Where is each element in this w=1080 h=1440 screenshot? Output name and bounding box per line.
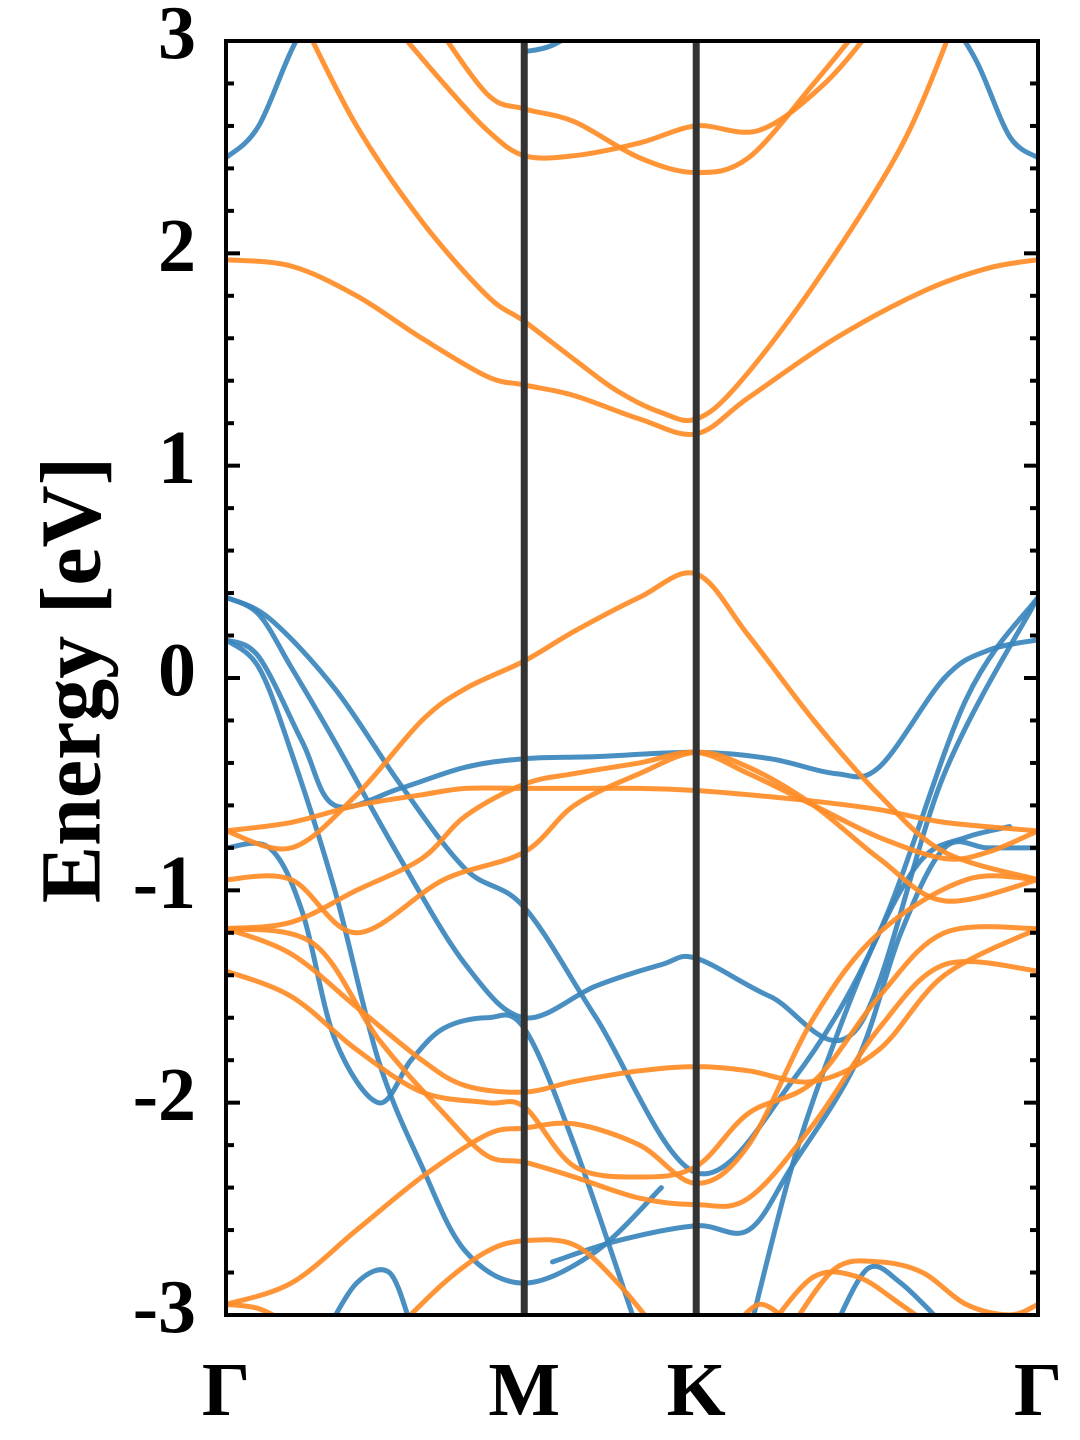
band-line xyxy=(226,41,299,161)
x-tick-label: K xyxy=(667,1348,726,1432)
band-line xyxy=(226,785,1038,834)
band-line xyxy=(741,1301,784,1315)
x-tick-label: Γ xyxy=(1014,1348,1062,1432)
y-tick-label: 1 xyxy=(158,416,196,500)
band-line xyxy=(226,594,1038,1044)
band-line xyxy=(961,41,1038,161)
band-line xyxy=(226,926,1038,1209)
band-line xyxy=(837,1263,938,1315)
band-line xyxy=(226,749,1038,932)
band-line xyxy=(309,41,950,424)
band-line xyxy=(226,926,1038,1095)
band-line xyxy=(226,749,1038,936)
y-tick-label: 2 xyxy=(158,204,196,288)
y-tick-label: 3 xyxy=(158,0,196,75)
band-line xyxy=(226,924,1038,1180)
band-line xyxy=(226,637,664,1286)
y-axis-tick-labels: 3 2 1 0 -1 -2 -3 xyxy=(133,0,196,1349)
band-line xyxy=(226,637,1038,810)
band-line xyxy=(226,257,1038,437)
band-line xyxy=(332,1267,411,1315)
band-lines xyxy=(226,41,1038,1315)
band-line xyxy=(751,824,1013,1315)
high-symmetry-lines xyxy=(520,41,700,1315)
x-tick-label: M xyxy=(488,1348,560,1432)
y-tick-label: -3 xyxy=(133,1265,196,1349)
y-tick-label: -2 xyxy=(133,1053,196,1137)
y-tick-label: 0 xyxy=(158,628,196,712)
band-line xyxy=(226,594,1038,1177)
x-tick-label: Γ xyxy=(202,1348,250,1432)
band-line xyxy=(444,41,852,176)
band-line xyxy=(521,41,566,55)
band-line xyxy=(226,873,1038,1307)
y-tick-label: -1 xyxy=(133,841,196,925)
y-axis-ticks xyxy=(226,39,1038,1317)
band-line xyxy=(226,1301,279,1315)
y-axis-title: Energy [eV] xyxy=(23,457,119,904)
plot-frame xyxy=(224,39,1040,1317)
band-line xyxy=(226,570,1038,883)
